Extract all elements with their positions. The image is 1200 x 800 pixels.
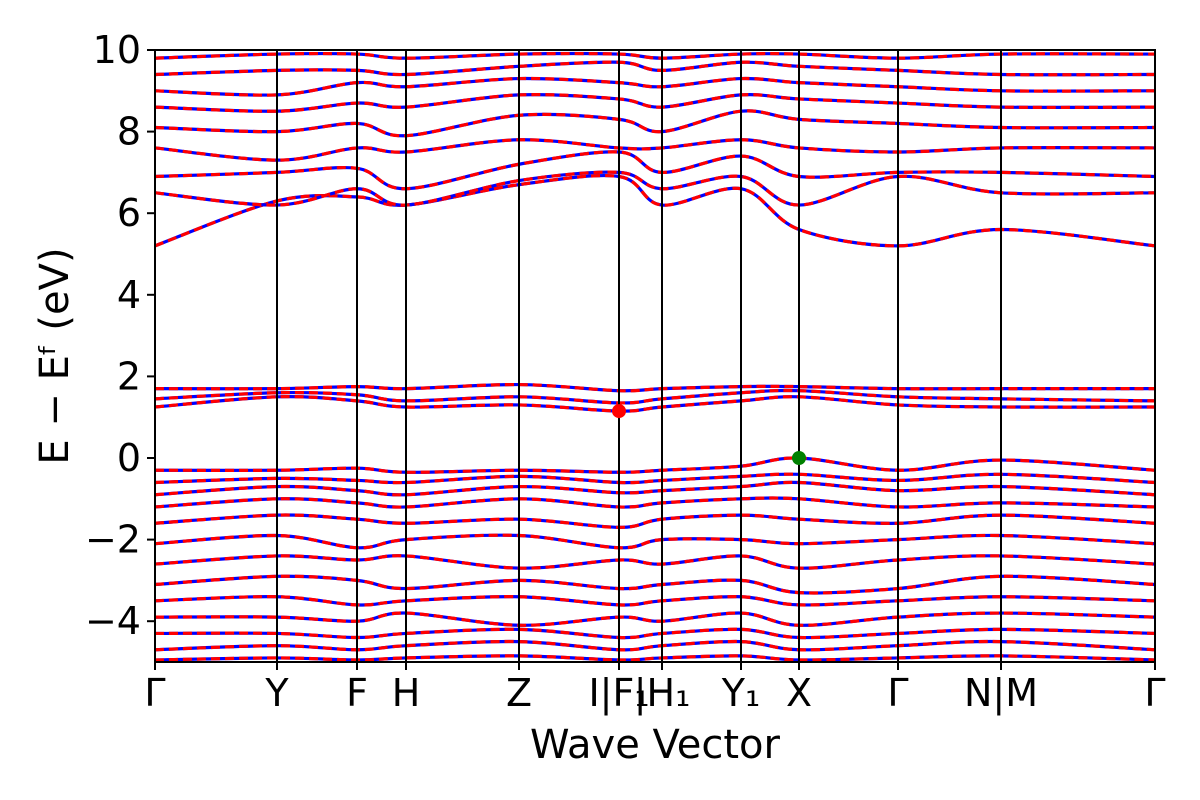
band-line-red	[155, 595, 1155, 607]
bands-layer	[155, 51, 1155, 662]
x-tick-label: |H₁	[634, 671, 691, 716]
band-line	[155, 92, 1155, 113]
band-line-blue	[155, 382, 1155, 393]
band-line-blue	[155, 51, 1155, 60]
x-tick-label: N|M	[964, 671, 1038, 716]
y-tick-label: 4	[117, 273, 141, 317]
x-tick-label: Γ	[887, 671, 908, 715]
band-line-blue	[155, 574, 1155, 595]
band-line	[155, 480, 1155, 497]
y-tick-label: 8	[117, 110, 141, 154]
band-line-red	[155, 92, 1155, 113]
band-line-red	[155, 627, 1155, 640]
x-tick-label: Y	[264, 671, 289, 715]
band-line-red	[155, 639, 1155, 652]
band-line	[155, 654, 1155, 662]
x-tick-label: Γ	[144, 671, 165, 715]
band-line	[155, 513, 1155, 529]
band-line	[155, 109, 1155, 138]
band-line	[155, 627, 1155, 640]
band-line-red	[155, 513, 1155, 529]
x-tick-label: H	[392, 671, 421, 715]
y-tick-label: −4	[85, 599, 141, 643]
band-line-blue	[155, 627, 1155, 640]
band-line	[155, 395, 1155, 413]
band-line-red	[155, 150, 1155, 191]
band-line-blue	[155, 76, 1155, 97]
band-line-red	[155, 388, 1155, 405]
band-line	[155, 388, 1155, 405]
band-line	[155, 51, 1155, 60]
x-tick-label: Z	[506, 671, 532, 715]
band-line-blue	[155, 173, 1155, 248]
band-line-blue	[155, 639, 1155, 652]
band-line	[155, 60, 1155, 77]
band-line-red	[155, 76, 1155, 97]
marker-layer	[612, 404, 806, 465]
band-line-red	[155, 574, 1155, 595]
band-line-blue	[155, 472, 1155, 485]
band-line	[155, 150, 1155, 191]
band-line	[155, 173, 1155, 248]
x-tick-label: Γ	[1144, 671, 1165, 715]
band-line	[155, 554, 1155, 570]
band-line-red	[155, 60, 1155, 77]
x-axis-title: Wave Vector	[530, 722, 781, 768]
band-line-blue	[155, 595, 1155, 607]
band-line-blue	[155, 60, 1155, 77]
band-line	[155, 574, 1155, 595]
band-line-red	[155, 382, 1155, 393]
x-tick-label: X	[786, 671, 812, 715]
band-line-blue	[155, 170, 1155, 207]
y-tick-label: 2	[117, 354, 141, 398]
y-tick-label: 6	[117, 191, 141, 235]
band-line	[155, 472, 1155, 485]
band-line	[155, 496, 1155, 509]
band-line-blue	[155, 138, 1155, 162]
extremum-marker	[792, 451, 806, 465]
band-line-red	[155, 654, 1155, 662]
x-tick-label: I|F₁	[588, 671, 649, 716]
y-axis-title: E − Eᶠ (eV)	[32, 247, 78, 464]
band-line	[155, 382, 1155, 393]
band-line-blue	[155, 496, 1155, 509]
band-line-red	[155, 138, 1155, 162]
band-line	[155, 76, 1155, 97]
kpath-lines	[276, 50, 1002, 662]
band-line-red	[155, 173, 1155, 248]
band-line-red	[155, 170, 1155, 207]
band-line-blue	[155, 513, 1155, 529]
band-line	[155, 533, 1155, 550]
y-tick-label: 10	[93, 28, 141, 72]
x-axis: Γ Y F H Z I|F₁|H₁ Y₁ X Γ N|M Γ	[144, 662, 1166, 716]
extremum-marker	[612, 404, 626, 419]
band-line	[155, 138, 1155, 162]
band-line-red	[155, 496, 1155, 509]
band-line-red	[155, 611, 1155, 627]
band-line-red	[155, 480, 1155, 497]
band-line-red	[155, 554, 1155, 570]
y-axis: 10 8 6 4 2 0 −2 −4	[85, 28, 155, 643]
band-line-blue	[155, 480, 1155, 497]
band-line	[155, 611, 1155, 627]
band-line	[155, 170, 1155, 207]
band-line-red	[155, 395, 1155, 413]
band-line-red	[155, 533, 1155, 550]
y-tick-label: 0	[117, 436, 141, 480]
y-tick-label: −2	[85, 518, 141, 562]
band-line-blue	[155, 654, 1155, 662]
band-line-red	[155, 51, 1155, 60]
plot-frame	[154, 49, 1156, 663]
band-line-red	[155, 472, 1155, 485]
band-line	[155, 639, 1155, 652]
x-tick-label: Y₁	[721, 671, 760, 715]
band-line-blue	[155, 456, 1155, 474]
x-tick-label: F	[346, 671, 368, 715]
band-line-blue	[155, 611, 1155, 627]
band-line-red	[155, 456, 1155, 474]
band-line-red	[155, 109, 1155, 138]
band-line	[155, 456, 1155, 474]
band-line	[155, 595, 1155, 607]
